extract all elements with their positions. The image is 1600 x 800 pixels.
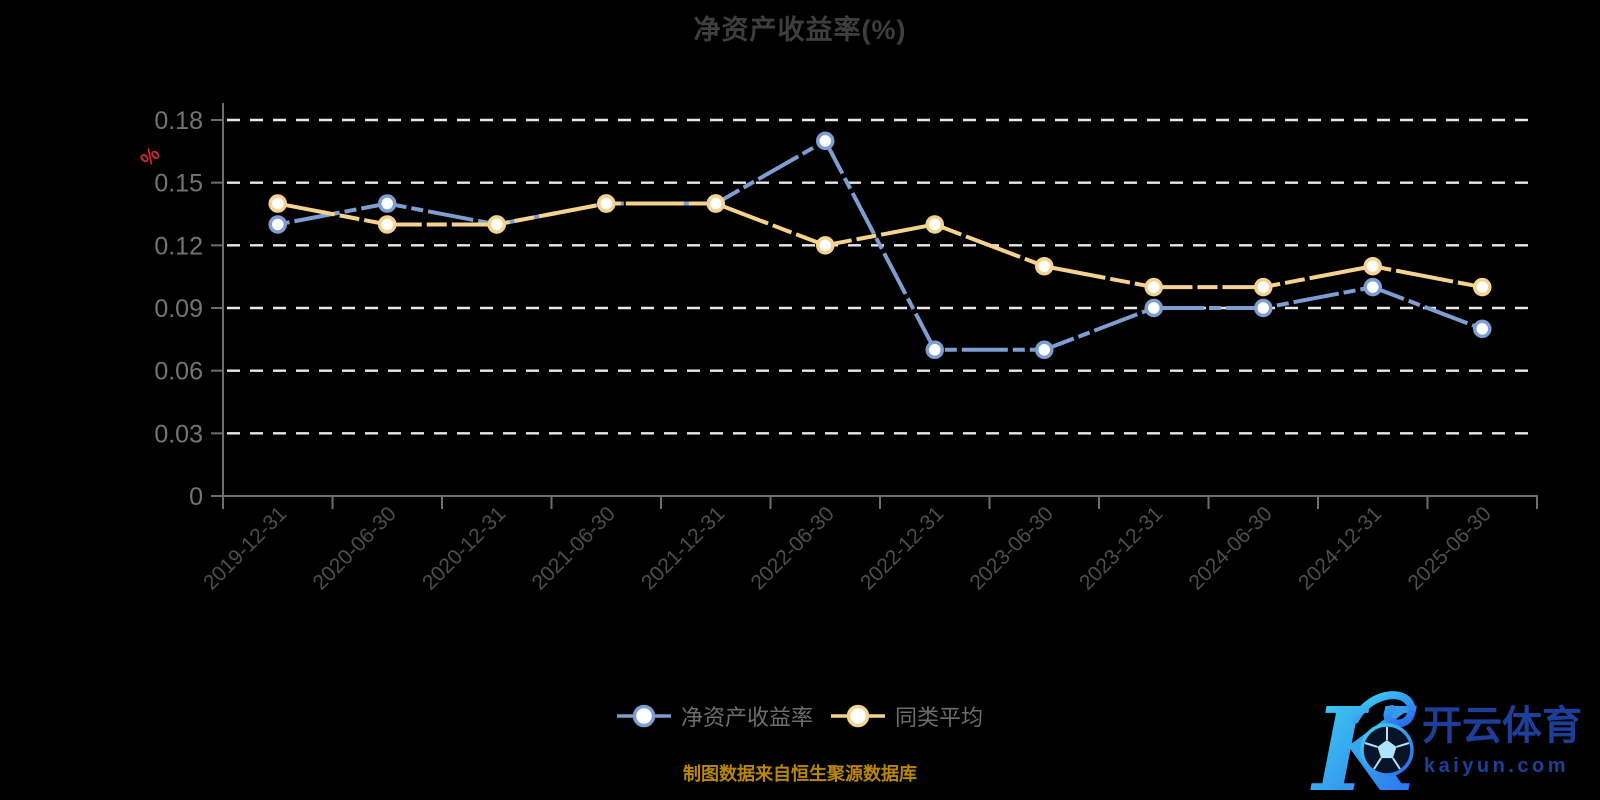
legend-label-1: 同类平均 [895,705,984,730]
data-point-s0 [378,194,397,213]
data-point-s1 [1363,256,1382,276]
data-source-note: 制图数据来自恒生聚源数据库 [683,764,917,784]
data-point-s1 [706,194,725,213]
legend-marker-icon [831,704,885,728]
x-tick-label: 2023-06-30 [966,502,1058,594]
legend-item-1[interactable]: 同类平均 [831,700,983,732]
data-point-s1 [597,194,616,213]
data-point-s0 [1035,340,1054,360]
data-point-s1 [1144,277,1163,297]
y-tick-label: 0.12 [154,232,203,260]
data-point-s0 [816,131,835,151]
data-point-s1 [487,215,506,234]
data-point-s1 [816,236,835,255]
legend-label-0: 净资产收益率 [680,705,813,730]
data-point-s0 [1144,298,1163,318]
y-tick-label: 0.18 [154,107,203,135]
legend: 净资产收益率 同类平均 [0,700,1600,732]
x-tick-label: 2021-06-30 [528,502,620,594]
data-point-s0 [925,340,944,360]
x-tick-label: 2021-12-31 [637,502,729,594]
data-point-s1 [925,215,944,234]
x-tick-label: 2024-06-30 [1185,502,1277,594]
series-line-1 [277,201,1483,290]
data-point-s0 [1363,277,1382,297]
x-tick-label: 2019-12-31 [199,502,291,594]
x-tick-label: 2025-06-30 [1404,502,1496,594]
x-tick-label: 2022-06-30 [747,502,839,594]
data-point-s0 [268,215,287,234]
y-tick-label: 0.15 [154,170,203,198]
x-tick-label: 2023-12-31 [1075,502,1167,594]
legend-item-0[interactable]: 净资产收益率 [616,700,813,732]
y-tick-label: 0.06 [154,358,203,386]
data-point-s1 [378,215,397,234]
kaiyun-logo: K 开云体育 kaiyun.com [1310,683,1582,800]
y-tick-label: 0.03 [154,420,203,448]
data-point-s1 [268,194,287,213]
data-point-s0 [1254,298,1273,318]
x-tick-label: 2020-06-30 [309,502,401,594]
y-tick-label: 0 [189,483,203,511]
legend-marker-icon [616,704,671,728]
kaiyun-brand-text: 开云体育 [1422,704,1582,748]
series-line-0 [277,138,1483,352]
x-tick-label: 2020-12-31 [418,502,510,594]
data-point-s0 [1473,319,1492,339]
kaiyun-domain-text: kaiyun.com [1424,755,1569,777]
data-point-s1 [1035,256,1054,276]
x-tick-label: 2024-12-31 [1294,502,1386,594]
data-point-s1 [1254,277,1273,297]
y-tick-label: 0.09 [154,295,203,323]
data-point-s1 [1473,277,1492,297]
logo-swirl [1351,691,1416,728]
soccer-ball-icon [1360,723,1414,777]
x-tick-label: 2022-12-31 [856,502,948,594]
kaiyun-watermark: K 开云体育 kaiyun.com [1285,682,1585,800]
chart-title: 净资产收益率(%) [693,15,907,45]
